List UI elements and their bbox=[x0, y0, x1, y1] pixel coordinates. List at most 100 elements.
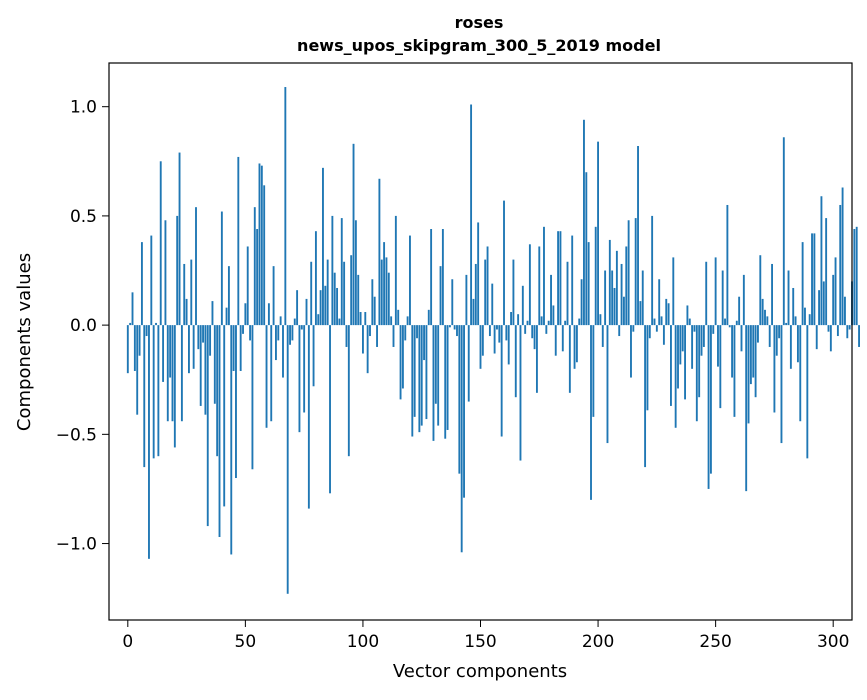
bar-284 bbox=[794, 316, 797, 326]
bar-134 bbox=[441, 229, 444, 326]
bar-243 bbox=[698, 325, 701, 398]
bar-11 bbox=[152, 325, 155, 459]
bar-287 bbox=[801, 242, 804, 326]
bar-9 bbox=[148, 325, 150, 559]
bar-296 bbox=[822, 281, 825, 326]
chart-title: roses bbox=[455, 13, 504, 32]
bar-248 bbox=[709, 325, 712, 474]
bar-253 bbox=[721, 270, 724, 326]
bar-201 bbox=[599, 314, 602, 326]
bar-191 bbox=[575, 325, 578, 363]
bar-166 bbox=[517, 314, 520, 326]
bar-143 bbox=[463, 325, 465, 498]
bar-187 bbox=[566, 261, 569, 326]
bar-28 bbox=[192, 325, 195, 369]
bar-36 bbox=[211, 301, 214, 326]
bar-105 bbox=[373, 296, 376, 326]
bar-108 bbox=[380, 259, 383, 326]
bars-group bbox=[126, 87, 860, 594]
bar-112 bbox=[390, 316, 393, 326]
bar-204 bbox=[606, 325, 609, 444]
bar-14 bbox=[159, 161, 162, 326]
bar-162 bbox=[507, 325, 510, 365]
bar-138 bbox=[451, 279, 454, 326]
bar-12 bbox=[155, 322, 157, 326]
bar-27 bbox=[190, 259, 193, 326]
bar-209 bbox=[618, 325, 621, 337]
bar-140 bbox=[456, 325, 458, 337]
bar-283 bbox=[792, 287, 795, 326]
bar-154 bbox=[488, 325, 491, 337]
bar-258 bbox=[733, 325, 736, 417]
bar-141 bbox=[458, 325, 461, 474]
bar-305 bbox=[844, 296, 846, 326]
bar-172 bbox=[531, 325, 534, 339]
bar-92 bbox=[343, 261, 346, 326]
bar-275 bbox=[773, 325, 776, 413]
bar-263 bbox=[745, 325, 748, 492]
bar-90 bbox=[338, 318, 341, 326]
bar-198 bbox=[592, 325, 595, 417]
bar-149 bbox=[477, 222, 480, 326]
bar-150 bbox=[479, 325, 482, 369]
bar-175 bbox=[538, 246, 541, 326]
bar-1 bbox=[129, 322, 132, 326]
bar-26 bbox=[188, 325, 190, 374]
bar-96 bbox=[352, 143, 355, 326]
bar-21 bbox=[176, 215, 179, 326]
bar-136 bbox=[446, 325, 449, 430]
bar-262 bbox=[742, 274, 745, 326]
bar-147 bbox=[472, 298, 475, 326]
bar-241 bbox=[693, 325, 696, 332]
bar-278 bbox=[780, 325, 783, 444]
bar-282 bbox=[789, 325, 792, 369]
bar-234 bbox=[677, 325, 679, 389]
bar-118 bbox=[404, 325, 407, 341]
bar-240 bbox=[691, 325, 694, 369]
bar-303 bbox=[839, 204, 842, 326]
bar-176 bbox=[540, 316, 543, 326]
bar-215 bbox=[632, 325, 635, 332]
bar-286 bbox=[799, 325, 802, 422]
bar-110 bbox=[385, 257, 388, 326]
bar-37 bbox=[213, 325, 216, 404]
bar-52 bbox=[249, 325, 252, 341]
bar-30 bbox=[197, 325, 200, 350]
bar-5 bbox=[138, 325, 141, 356]
bar-197 bbox=[590, 325, 592, 500]
x-tick-label: 50 bbox=[235, 632, 257, 652]
bar-119 bbox=[406, 316, 409, 326]
bar-267 bbox=[754, 325, 757, 398]
bar-135 bbox=[444, 325, 447, 439]
bar-218 bbox=[639, 301, 642, 326]
bar-113 bbox=[392, 325, 395, 347]
bar-298 bbox=[827, 325, 830, 332]
bar-292 bbox=[813, 233, 816, 326]
y-tick-label: −1.0 bbox=[56, 535, 97, 555]
bar-66 bbox=[282, 325, 284, 378]
bar-236 bbox=[681, 325, 684, 352]
bar-64 bbox=[277, 325, 280, 341]
bar-270 bbox=[761, 298, 764, 326]
bar-127 bbox=[425, 325, 428, 420]
bar-2 bbox=[131, 292, 134, 326]
bar-131 bbox=[434, 325, 437, 404]
bar-210 bbox=[620, 263, 623, 326]
bar-122 bbox=[413, 325, 416, 417]
bar-220 bbox=[644, 325, 647, 468]
bar-77 bbox=[307, 325, 310, 509]
bar-178 bbox=[545, 325, 548, 334]
bar-310 bbox=[855, 226, 858, 326]
bar-202 bbox=[601, 325, 604, 347]
bar-273 bbox=[768, 325, 771, 347]
bar-188 bbox=[568, 325, 571, 393]
bar-130 bbox=[432, 325, 435, 441]
bar-151 bbox=[481, 325, 484, 356]
bar-78 bbox=[310, 261, 313, 326]
bar-55 bbox=[256, 229, 259, 326]
bar-25 bbox=[185, 298, 188, 326]
bar-4 bbox=[136, 325, 139, 415]
bar-69 bbox=[289, 325, 291, 345]
bar-107 bbox=[378, 178, 381, 326]
chart-subtitle: news_upos_skipgram_300_5_2019 model bbox=[297, 36, 661, 55]
